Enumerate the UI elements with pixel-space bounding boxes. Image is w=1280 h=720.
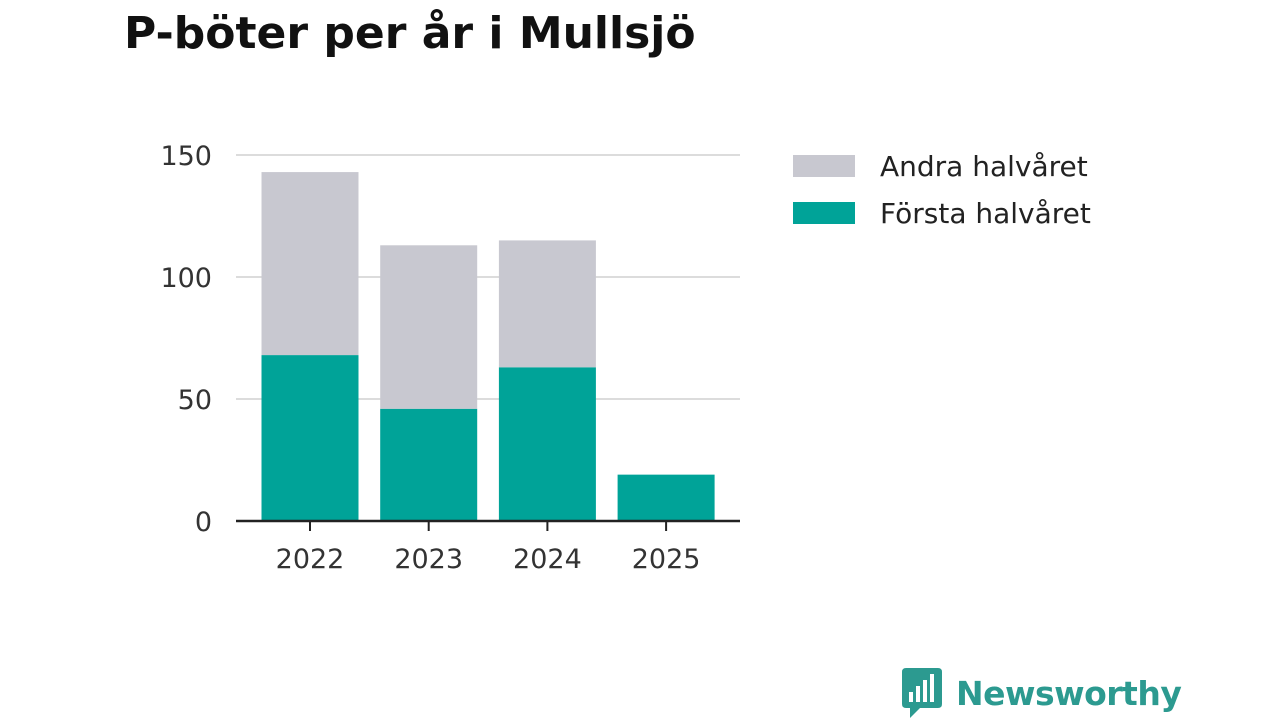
bar-2024-first-half: [498, 367, 596, 521]
legend-label: Andra halvåret: [880, 150, 1088, 183]
y-axis: 0 50 100 150: [160, 141, 212, 538]
bar-2023-first-half: [380, 408, 478, 521]
y-tick-label: 100: [160, 263, 212, 294]
x-axis: [236, 519, 740, 531]
legend-swatch: [793, 202, 855, 224]
bars: [261, 172, 715, 521]
newsworthy-logo-icon: [902, 668, 942, 718]
newsworthy-logo: Newsworthy: [902, 668, 1182, 718]
bar-2023-second-half: [380, 245, 478, 409]
legend-swatch: [793, 155, 855, 177]
legend-label: Första halvåret: [880, 197, 1091, 230]
bar-2024-second-half: [498, 240, 596, 368]
bar-2022-second-half: [261, 172, 359, 356]
x-tick-label: 2025: [632, 544, 701, 575]
x-tick-label: 2024: [513, 544, 582, 575]
bar-2022-first-half: [261, 355, 359, 521]
chart-title: P-böter per år i Mullsjö: [124, 8, 696, 59]
y-tick-label: 150: [160, 141, 212, 172]
x-tick-label: 2022: [276, 544, 345, 575]
brand-name: Newsworthy: [956, 673, 1182, 713]
x-tick-labels: 2022 2023 2024 2025: [276, 544, 701, 575]
x-tick-label: 2023: [394, 544, 463, 575]
y-tick-label: 50: [178, 385, 212, 416]
legend: Andra halvåret Första halvåret: [793, 150, 1091, 230]
y-tick-label: 0: [195, 507, 212, 538]
bar-2025-first-half: [617, 474, 715, 521]
